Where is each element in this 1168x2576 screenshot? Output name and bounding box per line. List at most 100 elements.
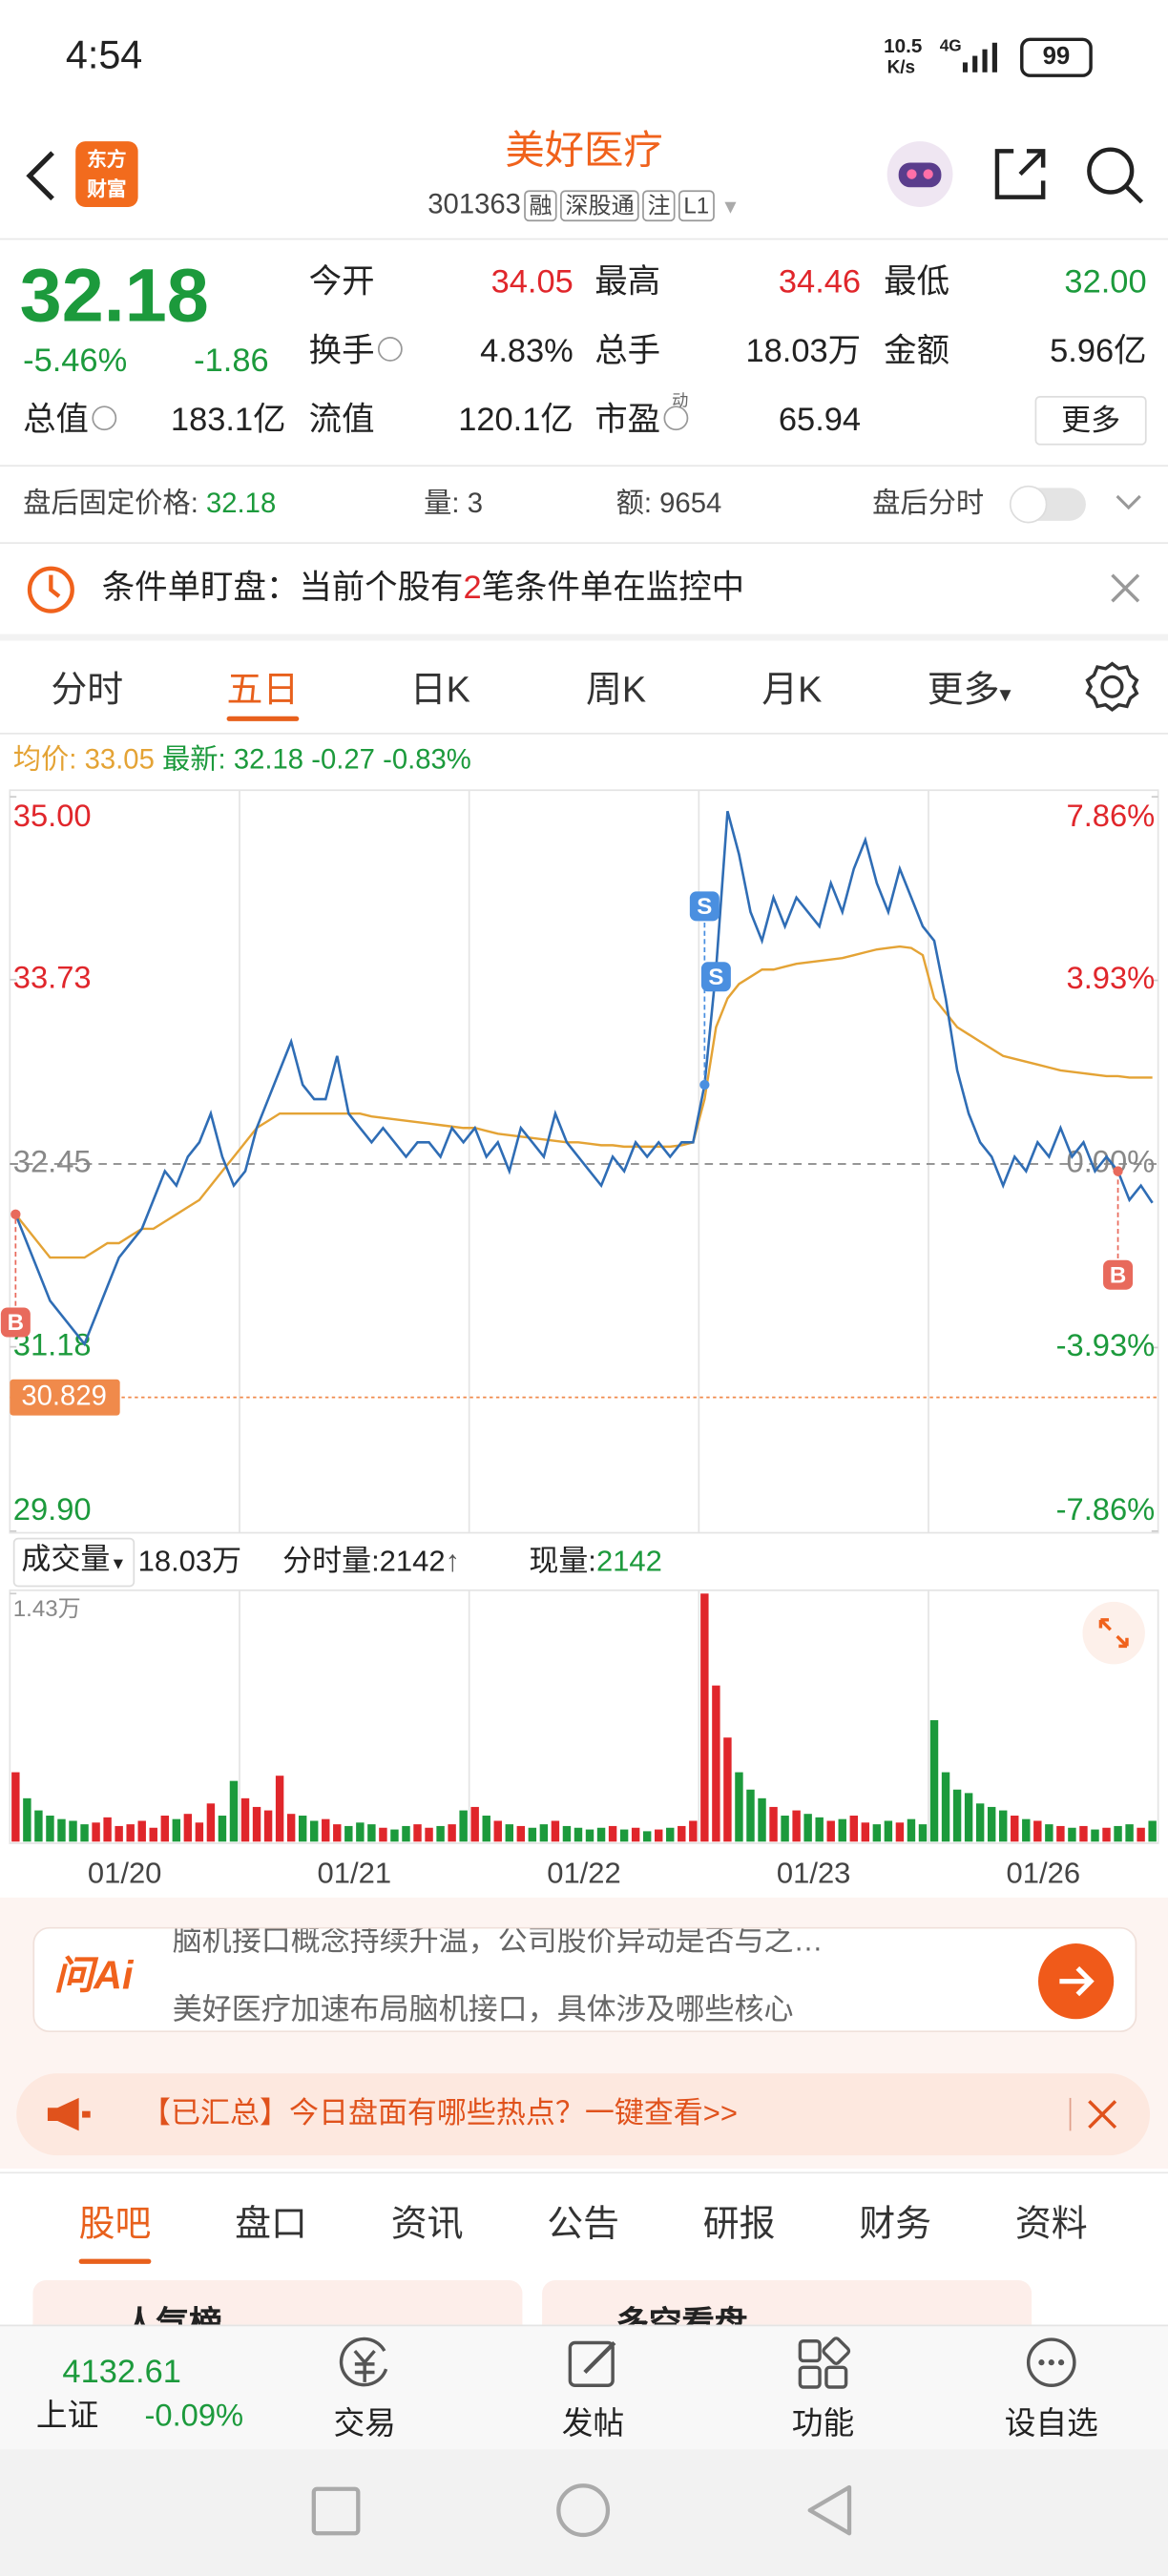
toolbar-label[interactable]: 交易 bbox=[333, 2407, 396, 2442]
count: 2 bbox=[463, 570, 482, 607]
y2-tick-label: 3.93% bbox=[1067, 960, 1156, 995]
more-button[interactable]: 更多 bbox=[1034, 395, 1147, 446]
volume-bar bbox=[367, 1824, 376, 1842]
price-frame bbox=[9, 789, 1159, 1534]
change: -1.86 bbox=[194, 343, 269, 380]
shape bbox=[1116, 494, 1141, 510]
ai-box[interactable]: 问Ai 脑机接口概念持续升温，公司股价异动是否与之… 美好医疗加速布局脑机接口，… bbox=[32, 1926, 1137, 2033]
volume-bar bbox=[1045, 1824, 1053, 1842]
label: 量: bbox=[424, 488, 460, 519]
volume-bar bbox=[655, 1829, 663, 1842]
info-icon[interactable] bbox=[377, 337, 403, 363]
toolbar-label[interactable]: 功能 bbox=[791, 2407, 855, 2442]
after-hours-volume: 量: 3 bbox=[424, 488, 483, 521]
volume-selector[interactable]: 成交量▼ bbox=[12, 1537, 136, 1588]
y2-tick-label: -3.93% bbox=[1056, 1327, 1156, 1362]
volume-bar bbox=[574, 1827, 583, 1842]
after-hours-toggle[interactable] bbox=[1007, 483, 1145, 526]
ai-go[interactable] bbox=[1036, 1942, 1116, 2021]
volume-bar bbox=[631, 1827, 640, 1842]
shape bbox=[962, 62, 968, 73]
index-change: -0.09% bbox=[144, 2399, 244, 2435]
promo-banner[interactable]: 【已汇总】今日盘面有哪些热点？一键查看>> bbox=[16, 2073, 1151, 2156]
volume-bar bbox=[206, 1803, 216, 1842]
net-speed: 10.5 bbox=[884, 33, 923, 57]
annotation-label: B bbox=[1110, 1262, 1126, 1288]
tab[interactable]: 股吧 bbox=[78, 2203, 152, 2245]
expand-button[interactable] bbox=[1081, 1600, 1147, 1666]
tag: 融 bbox=[524, 190, 557, 222]
tab[interactable]: 分时 bbox=[51, 668, 124, 710]
logo-text: 财富 bbox=[87, 177, 127, 201]
volume-bar bbox=[11, 1772, 20, 1842]
alert-text[interactable]: 条件单盯盘：当前个股有2笔条件单在监控中 bbox=[102, 569, 744, 608]
alert-close[interactable] bbox=[1107, 571, 1143, 607]
tab[interactable]: 日K bbox=[409, 668, 470, 710]
tab[interactable]: 财务 bbox=[859, 2203, 932, 2245]
volume-bar bbox=[46, 1816, 54, 1842]
pe-badge: 动 bbox=[672, 392, 689, 411]
volume-bar bbox=[23, 1797, 31, 1842]
field-label: 流值 bbox=[308, 402, 375, 439]
y-tick-label: 29.90 bbox=[13, 1491, 92, 1527]
field-value: 34.46 bbox=[778, 264, 862, 301]
divider bbox=[0, 2171, 1168, 2174]
change-percent: -5.46% bbox=[23, 343, 128, 380]
tab[interactable]: 资讯 bbox=[390, 2203, 464, 2245]
toolbar-label[interactable]: 发帖 bbox=[561, 2407, 625, 2442]
shape bbox=[994, 149, 1046, 199]
signal-icon bbox=[962, 42, 997, 73]
caret: ▼ bbox=[110, 1555, 127, 1574]
settings-button[interactable] bbox=[1084, 658, 1140, 715]
shape bbox=[1038, 2359, 1045, 2366]
info-icon[interactable] bbox=[663, 405, 689, 431]
assistant-avatar[interactable] bbox=[884, 138, 956, 211]
label: 成交量 bbox=[21, 1542, 111, 1576]
tab[interactable]: 更多▾ bbox=[927, 668, 1012, 710]
back-button[interactable] bbox=[20, 148, 63, 204]
index-name: 上证 bbox=[35, 2399, 99, 2435]
annotation-label: B bbox=[8, 1310, 24, 1336]
volume-bar bbox=[356, 1822, 365, 1842]
volume-bar bbox=[929, 1720, 939, 1842]
legend-value: 32.18 bbox=[233, 743, 304, 776]
volume-bar bbox=[344, 1825, 353, 1842]
search-button[interactable] bbox=[1084, 145, 1146, 207]
tab[interactable]: 月K bbox=[761, 668, 823, 710]
y-tick-label: 35.00 bbox=[13, 798, 92, 833]
volume-bar bbox=[322, 1818, 330, 1842]
dropdown-caret[interactable]: ▼ bbox=[720, 195, 740, 218]
after-hours-toggle-label: 盘后分时 bbox=[872, 488, 985, 519]
home-button[interactable] bbox=[556, 2483, 611, 2538]
volume-bar bbox=[700, 1593, 709, 1842]
tag: 深股通 bbox=[560, 190, 639, 222]
field-label: 市盈 bbox=[594, 401, 689, 440]
info-icon[interactable] bbox=[92, 405, 117, 431]
tab[interactable]: 周K bbox=[585, 668, 647, 710]
after-hours-amount: 额: 9654 bbox=[616, 488, 722, 521]
volume-bar bbox=[678, 1825, 686, 1842]
field-label: 总值 bbox=[23, 401, 117, 440]
label: 现量: bbox=[529, 1544, 596, 1578]
order-label-bg bbox=[10, 1379, 120, 1416]
tab[interactable]: 研报 bbox=[702, 2203, 776, 2245]
promo-close[interactable] bbox=[1086, 2098, 1118, 2130]
volume-bar bbox=[115, 1825, 123, 1842]
volume-bar bbox=[402, 1825, 410, 1842]
toolbar-label[interactable]: 设自选 bbox=[1004, 2407, 1098, 2442]
annotation-dot bbox=[699, 1079, 710, 1091]
volume-bar bbox=[849, 1816, 858, 1842]
tab[interactable]: 公告 bbox=[547, 2203, 620, 2245]
shape bbox=[982, 49, 988, 73]
tab[interactable]: 五日 bbox=[226, 668, 300, 710]
volume-bar bbox=[263, 1810, 273, 1842]
tab[interactable]: 盘口 bbox=[235, 2203, 307, 2245]
app-logo[interactable]: 东方 财富 bbox=[75, 141, 138, 207]
tab[interactable]: 资料 bbox=[1014, 2203, 1088, 2245]
share-button[interactable] bbox=[991, 145, 1050, 204]
recents-button[interactable] bbox=[311, 2486, 361, 2536]
volume-bar bbox=[746, 1789, 755, 1842]
volume-bar bbox=[1011, 1816, 1019, 1842]
back-nav-button[interactable] bbox=[807, 2484, 852, 2536]
volume-bar bbox=[183, 1814, 193, 1842]
